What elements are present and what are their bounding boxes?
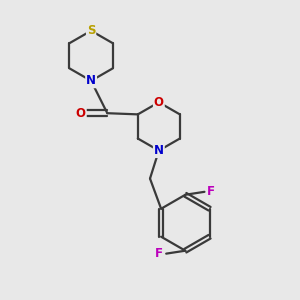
Text: F: F (155, 247, 163, 260)
Text: N: N (86, 74, 96, 87)
Text: O: O (154, 96, 164, 109)
Text: O: O (76, 107, 86, 120)
Text: S: S (87, 24, 95, 37)
Text: N: N (154, 144, 164, 157)
Text: F: F (207, 185, 215, 198)
